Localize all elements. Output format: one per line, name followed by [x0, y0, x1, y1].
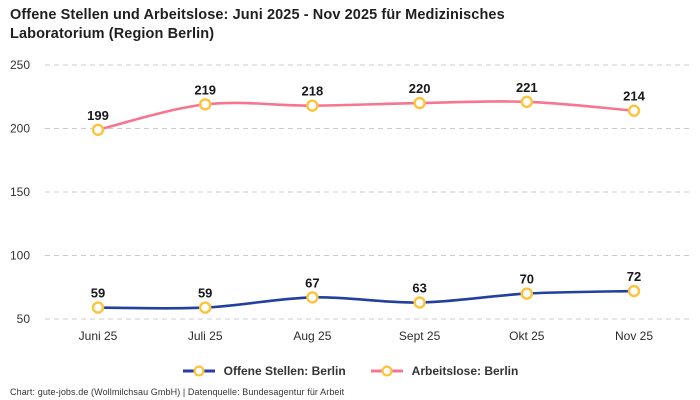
data-point — [198, 98, 212, 111]
data-label: 214 — [623, 89, 645, 104]
data-point — [413, 296, 426, 309]
data-label: 219 — [194, 82, 216, 97]
chart-credit: Chart: gute-jobs.de (Wollmilchsau GmbH) … — [10, 387, 345, 397]
legend-line-icon — [370, 365, 403, 377]
y-axis-tick: 50 — [17, 312, 31, 326]
x-axis-tick: Aug 25 — [293, 329, 331, 343]
data-label: 221 — [516, 80, 538, 95]
legend-marker-icon — [193, 365, 205, 377]
x-axis-tick: Okt 25 — [509, 329, 545, 343]
x-axis-tick: Sept 25 — [399, 329, 441, 343]
data-point — [91, 301, 105, 314]
data-point — [520, 287, 533, 300]
data-label: 59 — [91, 286, 105, 301]
data-label: 67 — [305, 275, 319, 290]
data-point — [413, 96, 426, 110]
x-axis-tick: Juli 25 — [188, 329, 223, 343]
data-point — [198, 301, 212, 314]
data-point — [520, 95, 533, 109]
data-point — [627, 104, 641, 117]
series-line — [96, 289, 636, 310]
x-axis-tick: Nov 25 — [615, 329, 653, 343]
data-label: 70 — [520, 272, 534, 287]
y-axis-tick: 150 — [10, 185, 30, 199]
legend-marker-icon — [381, 365, 393, 377]
y-axis-tick: 200 — [10, 122, 30, 136]
y-axis-tick: 100 — [10, 249, 30, 263]
data-label: 199 — [87, 108, 109, 123]
legend-line-icon — [182, 365, 215, 377]
data-label: 63 — [412, 280, 426, 295]
data-point — [306, 291, 319, 304]
data-label: 218 — [302, 84, 324, 99]
data-point — [627, 284, 641, 298]
legend-item-offene-stellen: Offene Stellen: Berlin — [182, 364, 346, 378]
data-point — [306, 99, 319, 112]
data-label: 72 — [627, 269, 641, 284]
series-line — [96, 100, 636, 132]
data-label: 59 — [198, 286, 212, 301]
y-axis-tick: 250 — [10, 58, 30, 72]
x-axis-tick: Juni 25 — [79, 329, 118, 343]
legend-label: Arbeitslose: Berlin — [411, 364, 519, 378]
chart-title: Offene Stellen und Arbeitslose: Juni 202… — [10, 7, 505, 42]
data-label: 220 — [409, 81, 431, 96]
legend-item-arbeitslose: Arbeitslose: Berlin — [370, 364, 519, 378]
data-point — [91, 123, 105, 136]
legend-label: Offene Stellen: Berlin — [223, 364, 346, 378]
legend: Offene Stellen: Berlin Arbeitslose: Berl… — [0, 361, 700, 381]
chart-canvas: 250 200 150 100 50 Juni 25 Juli 25 Aug 25 Sept 2… — [10, 58, 692, 343]
